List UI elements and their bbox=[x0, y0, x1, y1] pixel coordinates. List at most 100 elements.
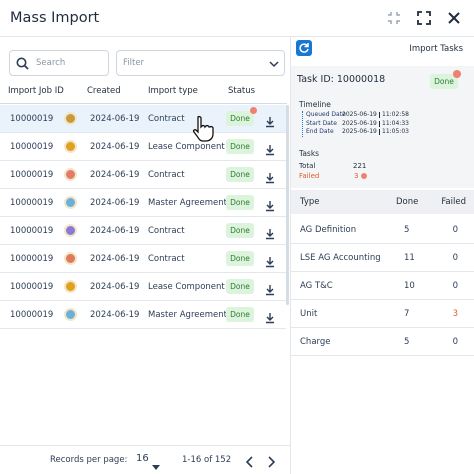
prev-page[interactable] bbox=[245, 453, 255, 468]
task-type: LSE AG Accounting bbox=[300, 253, 381, 263]
download-button[interactable] bbox=[264, 197, 276, 212]
title: Mass Import bbox=[10, 10, 100, 26]
status-badge: Done bbox=[226, 167, 254, 182]
download-button[interactable] bbox=[264, 309, 276, 324]
job-row[interactable]: 10000019 2024-06-19 Lease Component Done bbox=[0, 133, 286, 161]
import-type: Contract bbox=[148, 114, 185, 124]
column-header: Import Job ID bbox=[8, 86, 64, 96]
import-type: Contract bbox=[148, 170, 185, 180]
task-failed: 0 bbox=[452, 225, 458, 235]
timeline-label: Queued Date bbox=[306, 111, 346, 118]
failed-value: 3 bbox=[354, 172, 359, 180]
total-value: 221 bbox=[353, 162, 367, 170]
header-divider bbox=[0, 36, 474, 37]
job-id: 10000019 bbox=[10, 198, 54, 208]
status-badge: Done bbox=[226, 139, 254, 154]
task-column-header: Type bbox=[300, 197, 320, 207]
created-date: 2024-06-19 bbox=[90, 142, 140, 152]
search-icon bbox=[16, 57, 29, 70]
created-date: 2024-06-19 bbox=[90, 198, 140, 208]
pagination-divider bbox=[0, 445, 290, 446]
records-label: Records per page: bbox=[50, 455, 128, 465]
job-row[interactable]: 10000019 2024-06-19 Master Agreement Done bbox=[0, 189, 286, 217]
filter-dropdown[interactable]: Filter bbox=[116, 50, 285, 76]
job-row[interactable]: 10000019 2024-06-19 Contract Done bbox=[0, 105, 286, 133]
download-button[interactable] bbox=[264, 141, 276, 156]
search-box[interactable]: Search bbox=[9, 50, 109, 76]
avatar bbox=[64, 112, 77, 125]
task-done: 5 bbox=[404, 225, 410, 235]
timeline-separator bbox=[379, 129, 380, 135]
timeline-line bbox=[302, 111, 303, 137]
notification-dot bbox=[453, 70, 461, 78]
import-type: Lease Component bbox=[148, 142, 225, 152]
job-row[interactable]: 10000019 2024-06-19 Contract Done bbox=[0, 217, 286, 245]
column-header: Status bbox=[228, 86, 256, 96]
job-row[interactable]: 10000019 2024-06-19 Contract Done bbox=[0, 161, 286, 189]
download-button[interactable] bbox=[264, 281, 276, 296]
job-id: 10000019 bbox=[10, 170, 54, 180]
task-column-header: Done bbox=[396, 197, 419, 207]
status-badge: Done bbox=[226, 307, 254, 322]
timeline-separator bbox=[379, 112, 380, 118]
timeline-time: 11:02:58 bbox=[382, 111, 409, 118]
task-table-header: Type Done Failed bbox=[291, 190, 474, 214]
collapse-button[interactable] bbox=[386, 10, 402, 26]
refresh-button[interactable] bbox=[296, 40, 312, 56]
avatar bbox=[64, 252, 77, 265]
timeline-date: 2025-06-19 bbox=[342, 111, 377, 118]
notification-dot bbox=[250, 107, 257, 114]
created-date: 2024-06-19 bbox=[90, 254, 140, 264]
table-header-line bbox=[0, 103, 287, 104]
per-page-caret bbox=[152, 456, 160, 470]
failed-label: Failed bbox=[299, 172, 320, 180]
download-button[interactable] bbox=[264, 253, 276, 268]
import-type: Master Agreement bbox=[148, 198, 227, 208]
dropdown-caret bbox=[269, 61, 279, 68]
tasks-title: Tasks bbox=[299, 149, 320, 158]
column-header: Created bbox=[87, 86, 121, 96]
page-range: 1-16 of 152 bbox=[182, 455, 232, 465]
timeline-time: 11:04:33 bbox=[382, 119, 409, 127]
task-type: AG Definition bbox=[300, 225, 357, 235]
timeline-label: End Date bbox=[306, 128, 334, 135]
scrollbar bbox=[286, 105, 289, 305]
per-page-select[interactable]: 16 bbox=[136, 453, 149, 464]
task-row: LSE AG Accounting 11 0 bbox=[291, 244, 474, 272]
job-id: 10000019 bbox=[10, 282, 54, 292]
expand-button[interactable] bbox=[416, 10, 432, 26]
task-row: AG T&C 10 0 bbox=[291, 272, 474, 300]
total-label: Total bbox=[299, 162, 316, 170]
pointer-cursor bbox=[192, 115, 216, 143]
job-row[interactable]: 10000019 2024-06-19 Contract Done bbox=[0, 245, 286, 273]
import-type: Contract bbox=[148, 254, 185, 264]
status-badge: Done bbox=[226, 195, 254, 210]
import-type: Contract bbox=[148, 226, 185, 236]
task-row: AG Definition 5 0 bbox=[291, 216, 474, 244]
download-button[interactable] bbox=[264, 225, 276, 240]
job-id: 10000019 bbox=[10, 254, 54, 264]
panel-title: Import Tasks bbox=[409, 44, 463, 54]
avatar bbox=[64, 140, 77, 153]
task-failed: 0 bbox=[452, 281, 458, 291]
timeline-label: Start Date bbox=[306, 119, 337, 127]
download-button[interactable] bbox=[264, 169, 276, 184]
created-date: 2024-06-19 bbox=[90, 170, 140, 180]
timeline-title: Timeline bbox=[299, 100, 331, 109]
task-status: Done bbox=[430, 74, 458, 89]
timeline-separator bbox=[379, 120, 380, 127]
job-id: 10000019 bbox=[10, 114, 54, 124]
created-date: 2024-06-19 bbox=[90, 114, 140, 124]
task-card: Task ID: 10000018 Done Timeline Queued Date… bbox=[291, 66, 474, 188]
download-button[interactable] bbox=[264, 113, 276, 128]
close-button[interactable] bbox=[446, 10, 462, 26]
job-row[interactable]: 10000019 2024-06-19 Lease Component Done bbox=[0, 273, 286, 301]
avatar bbox=[64, 196, 77, 209]
timeline-time: 11:05:03 bbox=[382, 128, 409, 135]
job-row[interactable]: 10000019 2024-06-19 Master Agreement Done bbox=[0, 301, 286, 329]
task-done: 10 bbox=[404, 281, 415, 291]
next-page[interactable] bbox=[266, 453, 276, 468]
created-date: 2024-06-19 bbox=[90, 226, 140, 236]
avatar bbox=[64, 308, 77, 321]
